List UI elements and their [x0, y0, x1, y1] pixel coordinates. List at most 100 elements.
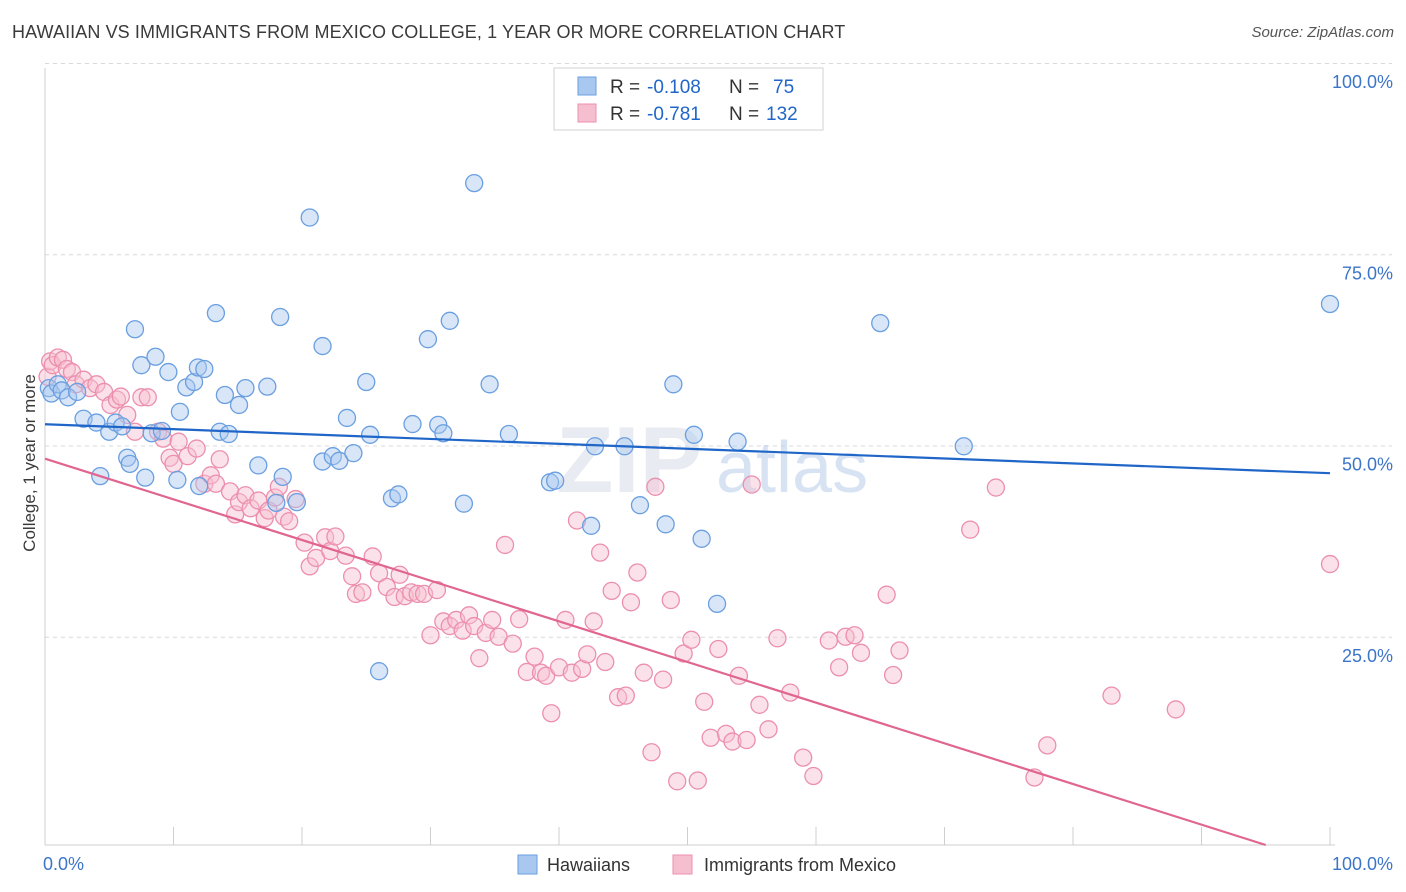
mexico-point	[241, 499, 260, 518]
mexico-point	[890, 641, 909, 660]
mexico-point	[621, 593, 641, 612]
hawaiian-point	[403, 414, 422, 434]
mexico-point	[584, 612, 603, 631]
hawaiian-point	[664, 375, 683, 394]
axes	[44, 68, 1335, 846]
y-tick-label: 100.0%	[1332, 72, 1393, 92]
mexico-point	[628, 563, 647, 582]
hawaiian-point	[692, 529, 711, 548]
mexico-point	[132, 388, 151, 407]
hawaiian-point	[480, 375, 499, 394]
mexico-point	[531, 663, 551, 682]
legend-n-value-2: 132	[766, 104, 798, 125]
legend-mexico-swatch[interactable]	[672, 854, 693, 875]
series-hawaiians	[39, 173, 1340, 681]
hawaiian-point	[344, 443, 363, 463]
chart-title: HAWAIIAN VS IMMIGRANTS FROM MEXICO COLLE…	[12, 22, 846, 42]
hawaiian-point	[188, 358, 208, 377]
hawaiian-point	[58, 388, 78, 407]
hawaiian-point	[357, 372, 376, 392]
mexico-point	[453, 621, 472, 640]
mexico-point	[688, 771, 707, 790]
hawaiian-point	[369, 662, 389, 681]
mexico-point	[986, 478, 1006, 497]
x-tick-labels: 0.0% 100.0%	[43, 854, 1393, 874]
hawaiian-point	[159, 362, 178, 382]
mexico-point	[385, 587, 404, 607]
legend-hawaiians-label[interactable]: Hawaiians	[547, 855, 630, 875]
mexico-point	[138, 388, 157, 407]
hawaiian-point	[125, 320, 145, 339]
mexico-point	[562, 663, 581, 682]
mexico-point	[353, 583, 372, 602]
legend-swatch-blue	[577, 76, 597, 96]
mexico-point	[661, 590, 680, 610]
mexico-point	[111, 387, 130, 406]
mexico-point	[877, 585, 896, 604]
hawaiian-point	[120, 454, 139, 474]
mexico-point	[408, 584, 427, 604]
mexico-point	[377, 577, 396, 597]
mexico-trend-line	[44, 457, 1267, 847]
hawaiian-point	[249, 456, 268, 475]
mexico-point	[578, 645, 597, 664]
hawaiian-point	[656, 515, 675, 534]
watermark-atlas: atlas	[716, 428, 868, 508]
mexico-point	[421, 626, 440, 645]
legend-mexico-label[interactable]: Immigrants from Mexico	[704, 855, 896, 875]
legend-n-label-2: N =	[729, 104, 759, 125]
hawaiian-point	[337, 408, 357, 428]
hawaiian-point	[219, 424, 238, 444]
mexico-point	[883, 665, 903, 685]
x-tick-label: 100.0%	[1332, 854, 1393, 874]
mexico-point	[567, 511, 587, 530]
hawaiian-trend-line	[44, 423, 1331, 475]
y-tick-label: 50.0%	[1342, 455, 1393, 475]
hawaiian-point	[229, 395, 249, 415]
mexico-point	[768, 629, 787, 648]
hawaiian-point	[684, 425, 704, 444]
hawaiian-point	[330, 451, 349, 470]
mexico-point	[668, 772, 687, 791]
hawaiian-point	[136, 468, 155, 487]
trend-lines	[44, 423, 1331, 847]
hawaiian-point	[728, 432, 747, 451]
hawaiian-point	[418, 330, 438, 349]
hawaiian-point	[499, 424, 519, 444]
hawaiian-point	[1320, 294, 1340, 314]
hawaiian-point	[52, 381, 71, 400]
hawaiian-point	[954, 437, 973, 456]
hawaiian-point	[454, 494, 474, 513]
mexico-point	[695, 692, 714, 711]
watermark-zip: ZIP	[556, 407, 702, 512]
legend-r-value-1: -0.108	[647, 77, 701, 98]
hawaiian-point	[440, 311, 459, 330]
hawaiian-point	[236, 378, 255, 398]
watermark: ZIP atlas	[556, 407, 868, 512]
mexico-point	[459, 606, 479, 625]
mexico-point	[590, 543, 610, 562]
correlation-legend: R = -0.108 N = 75 R = -0.781 N = 132	[553, 67, 824, 131]
hawaiian-point	[273, 467, 292, 487]
mexico-point	[750, 695, 769, 714]
mexico-point	[187, 439, 206, 458]
mexico-point	[1102, 686, 1121, 705]
y-axis-label: College, 1 year or more	[20, 374, 39, 552]
mexico-point	[608, 688, 628, 707]
hawaiian-point	[271, 307, 290, 327]
legend-hawaiians-swatch[interactable]	[517, 854, 538, 875]
mexico-point	[674, 644, 693, 663]
mexico-point	[346, 584, 366, 604]
hawaiian-point	[152, 421, 172, 441]
series-immigrants-from-mexico	[38, 348, 1340, 791]
mexico-point	[682, 630, 701, 649]
mexico-point	[229, 492, 249, 512]
mexico-point	[326, 527, 345, 546]
legend-r-value-2: -0.781	[647, 104, 701, 125]
hawaiian-point	[67, 382, 87, 402]
mexico-point	[87, 375, 106, 394]
hawaiian-point	[360, 425, 380, 444]
mexico-point	[483, 610, 502, 630]
hawaiian-point	[545, 471, 565, 490]
mexico-point	[465, 616, 484, 636]
